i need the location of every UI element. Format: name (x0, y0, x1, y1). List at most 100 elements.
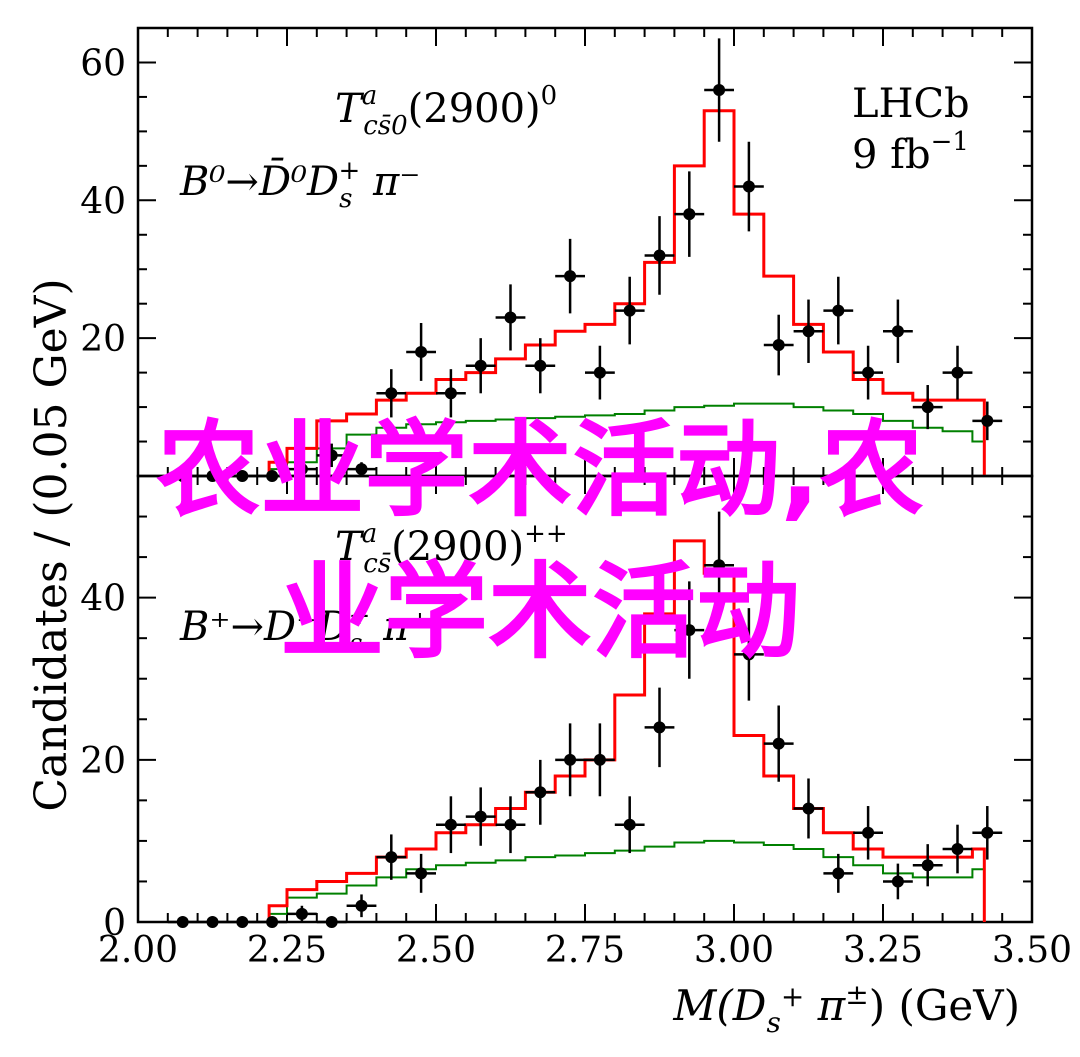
bottom-title-main: T (335, 524, 365, 570)
x-label-pi-sup: ± (845, 978, 868, 1011)
bottom-y-tick-label: 0 (103, 903, 126, 944)
experiment-label: LHCb (852, 81, 970, 127)
bottom-title-charge: ++ (524, 519, 568, 549)
x-tick-label: 2.25 (247, 930, 327, 971)
bottom-data-point (325, 916, 338, 928)
top-data-point (921, 401, 934, 414)
bottom-data-point (534, 786, 547, 799)
bottom-data-point (385, 851, 398, 864)
top-data-point (951, 366, 964, 379)
bottom-y-tick-label: 20 (80, 741, 126, 782)
x-label-main: M(D (672, 981, 766, 1030)
top-decay: B⁰→D̄⁰Ds+ π⁻ (179, 156, 420, 214)
top-data-point (474, 359, 487, 372)
top-data-point (713, 84, 726, 97)
top-panel: 20 40 60 (80, 26, 1034, 482)
top-decay-tail: π⁻ (360, 159, 420, 205)
bottom-title: Ta cs̄(2900)++ (335, 519, 568, 579)
top-data-point (355, 463, 368, 476)
bottom-decay-tail: π⁺ (370, 604, 430, 650)
top-title-main: T (335, 86, 365, 132)
top-data-point (623, 304, 636, 317)
bottom-component-fit-line (268, 839, 986, 922)
x-label-sub: s (766, 1006, 780, 1039)
bottom-data-point (236, 916, 249, 928)
bottom-y-tick-label: 40 (80, 579, 126, 620)
top-title-sup: a (362, 81, 378, 111)
bottom-data-point (832, 867, 845, 880)
top-data-point (742, 180, 755, 193)
top-data-point (981, 414, 994, 427)
top-data-point (385, 387, 398, 400)
y-axis-label: Candidates / (0.05 GeV) (26, 278, 77, 811)
bottom-data-point (504, 818, 517, 831)
bottom-data-point (593, 753, 606, 766)
top-decay-sub: s (339, 184, 352, 214)
top-y-tick-label: 60 (80, 43, 126, 84)
bottom-total-fit-line (267, 539, 986, 922)
top-data-point (295, 463, 308, 476)
bottom-decay-sub: s (349, 629, 362, 659)
top-title-paren: (2900) (408, 86, 541, 132)
top-data-point (683, 208, 696, 221)
lumi-main: 9 fb (852, 132, 931, 178)
bottom-data-point (355, 899, 368, 912)
bottom-data-point (653, 721, 666, 734)
bottom-data-point (415, 867, 428, 880)
top-data-point (593, 366, 606, 379)
bottom-title-sup: a (362, 519, 378, 549)
top-title: Ta cs̄0(2900)0 (335, 81, 557, 141)
bottom-data-point (444, 818, 457, 831)
top-data-point (415, 345, 428, 358)
top-decay-main: B⁰→D̄⁰D (179, 158, 339, 205)
bottom-decay-main: B⁺→D⁻D (179, 604, 349, 650)
top-data-point (862, 366, 875, 379)
top-y-tick-label: 40 (80, 181, 126, 222)
top-data-point (534, 359, 547, 372)
bottom-data-point (295, 907, 308, 920)
x-label-tail: ) (GeV) (869, 981, 1020, 1030)
lumi-sup: −1 (931, 127, 969, 157)
x-tick-label: 3.25 (843, 930, 923, 971)
bottom-data-point (862, 826, 875, 839)
bottom-title-paren: (2900) (391, 524, 524, 570)
x-label-sup: + (781, 980, 804, 1013)
top-data-point (325, 449, 338, 462)
x-tick-label: 3.00 (694, 930, 774, 971)
top-data-point (772, 339, 785, 352)
bottom-data-point (891, 875, 904, 888)
top-y-tick-label: 20 (80, 319, 126, 360)
top-decay-sup: + (338, 156, 360, 186)
top-title-charge: 0 (541, 81, 558, 111)
bottom-title-sub: cs̄ (363, 549, 391, 579)
bottom-data-point (713, 559, 726, 572)
top-data-point (802, 325, 815, 338)
bottom-data-point (683, 624, 696, 637)
bottom-data-point (266, 916, 279, 928)
top-data-point (444, 387, 457, 400)
bottom-data-point (176, 916, 189, 928)
bottom-data-point (772, 737, 785, 750)
bottom-data-point (742, 648, 755, 661)
bottom-data-point (623, 818, 636, 831)
x-tick-label: 2.00 (98, 930, 178, 971)
top-total-fit-line (267, 109, 986, 476)
bottom-data-point (564, 753, 577, 766)
top-data-point (653, 249, 666, 262)
luminosity-label: 9 fb−1 (852, 127, 969, 178)
top-component-fit-line (268, 402, 986, 476)
bottom-panel: 0 20 40 2.00 2.25 2.50 2.75 3.00 3.25 3.50 (80, 474, 1072, 971)
top-data-point (564, 270, 577, 283)
bottom-data-point (206, 916, 219, 928)
bottom-decay: B⁺→D⁻Ds+ π⁺ (179, 601, 431, 659)
bottom-decay-sup: + (349, 601, 371, 631)
bottom-data-point (951, 843, 964, 856)
top-data-point (832, 304, 845, 317)
x-tick-label: 3.50 (992, 930, 1072, 971)
top-data-point (891, 325, 904, 338)
bottom-data-point (921, 859, 934, 872)
x-tick-label: 2.75 (545, 930, 625, 971)
x-tick-label: 2.50 (396, 930, 476, 971)
bottom-data-point (802, 802, 815, 815)
